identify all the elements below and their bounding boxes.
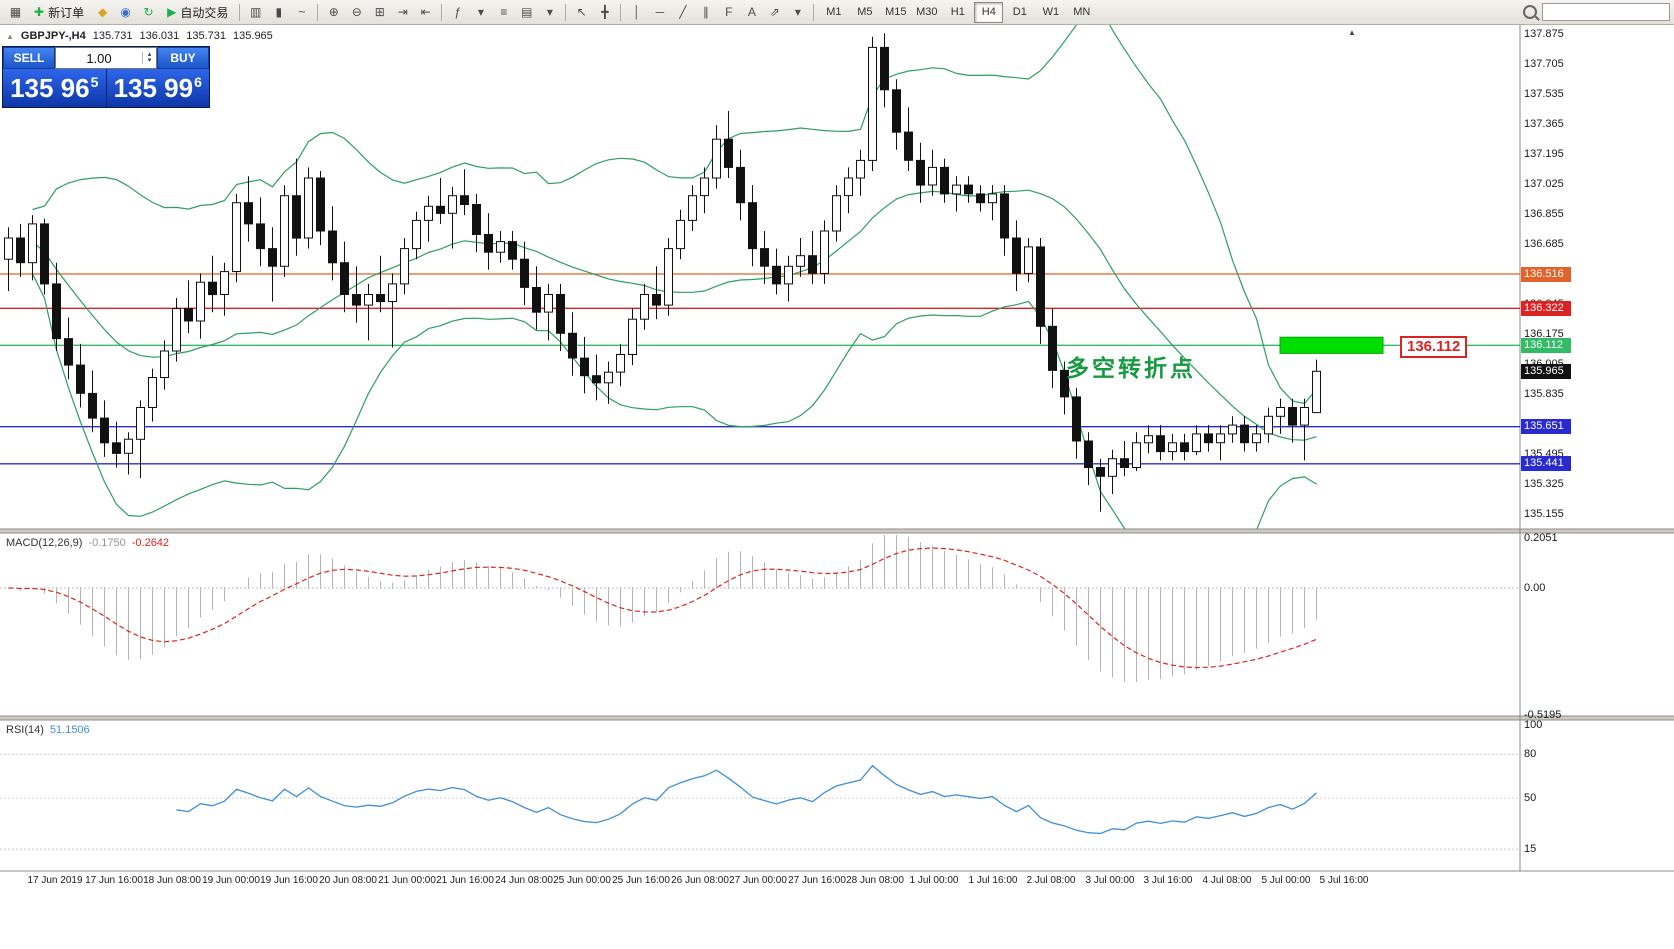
chart-annotation-text[interactable]: 多空转折点 <box>1066 355 1196 381</box>
buy-price-sup: 6 <box>194 74 202 90</box>
new-chart-icon[interactable]: ▦ <box>9 5 22 19</box>
macd-signal-value: -0.2642 <box>131 537 170 549</box>
cursor-icon[interactable]: ↖ <box>576 5 587 19</box>
rsi-indicator-label: RSI(14) 51.1506 <box>6 724 90 736</box>
timeframe-W1[interactable]: W1 <box>1042 6 1060 18</box>
horizontal-line-icon[interactable]: ─ <box>655 5 665 19</box>
auto-scroll-icon[interactable]: ⇥ <box>397 5 408 19</box>
crosshair-icon[interactable]: ╋ <box>601 5 609 19</box>
macd-main-value: -0.1750 <box>88 537 126 549</box>
bollinger-lower <box>31 273 1317 529</box>
toolbar-search <box>1523 3 1670 21</box>
objects-dropdown-icon[interactable]: ▾ <box>794 5 801 19</box>
toolbar-separator <box>565 3 567 21</box>
new-order-icon: ✚ <box>34 5 45 19</box>
search-icon[interactable] <box>1523 5 1537 19</box>
timeframe-M15[interactable]: M15 <box>885 6 907 18</box>
toolbar-separator <box>239 3 241 21</box>
new-order-button-label: 新订单 <box>48 5 85 20</box>
trendline-icon[interactable]: ╱ <box>679 5 687 19</box>
bar-chart-icon[interactable]: ▥ <box>250 5 262 19</box>
accounts-icon[interactable]: ◉ <box>120 5 131 19</box>
sell-price-sup: 5 <box>90 74 99 90</box>
indicators-icon[interactable]: ƒ <box>454 5 462 19</box>
zoom-in-icon[interactable]: ⊕ <box>328 5 339 19</box>
toolbar-separator <box>441 3 443 21</box>
rsi-value: 51.1506 <box>49 724 90 736</box>
timeframe-H4[interactable]: H4 <box>974 1 1004 23</box>
panel-separator[interactable] <box>0 716 1674 720</box>
macd-panel <box>0 535 1520 682</box>
bollinger-upper <box>32 25 1317 405</box>
macd-histogram <box>20 535 1317 682</box>
bar-low-value: 135.731 <box>186 30 227 42</box>
timeframe-D1[interactable]: D1 <box>1012 6 1027 18</box>
scroll-to-end-icon[interactable]: ▲ <box>1348 28 1356 37</box>
timeframe-M5[interactable]: M5 <box>857 6 873 18</box>
text-label-icon[interactable]: A <box>747 5 756 19</box>
timeframe-M30[interactable]: M30 <box>916 6 938 18</box>
candlestick-chart-icon[interactable]: ▮ <box>275 5 283 19</box>
templates-dropdown-icon[interactable]: ▾ <box>546 5 553 19</box>
search-input[interactable] <box>1542 3 1670 21</box>
volume-decrease-icon[interactable]: ▾ <box>147 57 152 64</box>
panel-separator[interactable] <box>0 529 1674 533</box>
chart-shift-icon[interactable]: ⇤ <box>420 5 431 19</box>
toolbar-separator <box>813 3 815 21</box>
arrows-tool-icon[interactable]: ⇗ <box>769 5 780 19</box>
auto-trading-button-label: 自动交易 <box>180 5 229 20</box>
buy-price-main: 135 99 <box>113 72 194 103</box>
green-zone-rectangle[interactable] <box>1279 336 1384 354</box>
one-click-trading-panel: SELL 1.00 ▴ ▾ BUY 135 96 5 135 99 6 <box>2 46 210 108</box>
bar-close-value: 135.965 <box>233 30 273 42</box>
macd-signal-line <box>8 547 1317 669</box>
symbol-ohlc-line: ▲ GBPJPY-,H4 135.731 136.031 135.731 135… <box>6 30 273 42</box>
toolbar-separator <box>317 3 319 21</box>
favorites-icon[interactable]: ◆ <box>97 5 108 19</box>
refresh-icon[interactable]: ↻ <box>143 5 154 19</box>
timeframe-H1[interactable]: H1 <box>950 6 965 18</box>
fibonacci-icon[interactable]: F <box>725 5 733 19</box>
toolbar: ▦ ✚ 新订单 ◆ ◉ ↻ ▶ 自动交易 ▥ ▮ ~ ⊕ ⊖ ⊞ ⇥ ⇤ ƒ ▾ ≡ ▤ ▾ ↖ ╋ │ ─ ╱ ∥ F A ⇗ ▾ M1 M5… <box>0 0 1674 25</box>
auto-trading-icon: ▶ <box>167 5 177 19</box>
zoom-out-icon[interactable]: ⊖ <box>351 5 362 19</box>
symbol-marker-icon: ▲ <box>6 31 14 41</box>
rsi-panel <box>0 753 1520 850</box>
timeframe-MN[interactable]: MN <box>1073 6 1091 18</box>
volume-stepper[interactable]: 1.00 ▴ ▾ <box>55 47 157 69</box>
symbol-name: GBPJPY-,H4 <box>20 30 86 42</box>
buy-button[interactable]: BUY <box>157 47 209 69</box>
volume-increase-icon[interactable]: ▴ <box>147 51 152 58</box>
sell-price-display[interactable]: 135 96 5 <box>3 69 106 107</box>
bar-open-value: 135.731 <box>92 30 133 42</box>
rsi-name: RSI(14) <box>6 724 44 736</box>
tile-windows-icon[interactable]: ⊞ <box>374 5 385 19</box>
buy-price-display[interactable]: 135 99 6 <box>107 69 210 107</box>
candlesticks <box>4 33 1321 512</box>
toolbar-items: ▦ ✚ 新订单 ◆ ◉ ↻ ▶ 自动交易 ▥ ▮ ~ ⊕ ⊖ ⊞ ⇥ ⇤ ƒ ▾ ≡ ▤ ▾ ↖ ╋ │ ─ ╱ ∥ F A ⇗ ▾ M1 M5… <box>4 0 1523 24</box>
vertical-line-icon[interactable]: │ <box>633 5 641 19</box>
line-chart-icon[interactable]: ~ <box>298 5 306 19</box>
bollinger-middle <box>32 189 1317 441</box>
periods-dropdown-icon[interactable]: ≡ <box>500 5 508 19</box>
volume-value[interactable]: 1.00 <box>86 50 112 66</box>
macd-name: MACD(12,26,9) <box>6 537 83 549</box>
macd-indicator-label: MACD(12,26,9) -0.1750 -0.2642 <box>6 537 169 549</box>
auto-trading-button[interactable]: ▶ 自动交易 <box>160 2 235 22</box>
sell-button[interactable]: SELL <box>3 47 55 69</box>
channel-icon[interactable]: ∥ <box>702 5 709 19</box>
toolbar-separator <box>620 3 622 21</box>
rsi-line <box>176 764 1317 835</box>
new-order-button[interactable]: ✚ 新订单 <box>27 2 91 22</box>
sell-price-main: 135 96 <box>10 72 90 103</box>
templates-icon[interactable]: ▤ <box>521 5 533 19</box>
main-chart-panel <box>0 25 1520 529</box>
price-callout-label[interactable]: 136.112 <box>1400 336 1468 358</box>
indicators-dropdown-icon[interactable]: ▾ <box>477 5 484 19</box>
bar-high-value: 136.031 <box>139 30 180 42</box>
timeframe-M1[interactable]: M1 <box>826 6 842 18</box>
